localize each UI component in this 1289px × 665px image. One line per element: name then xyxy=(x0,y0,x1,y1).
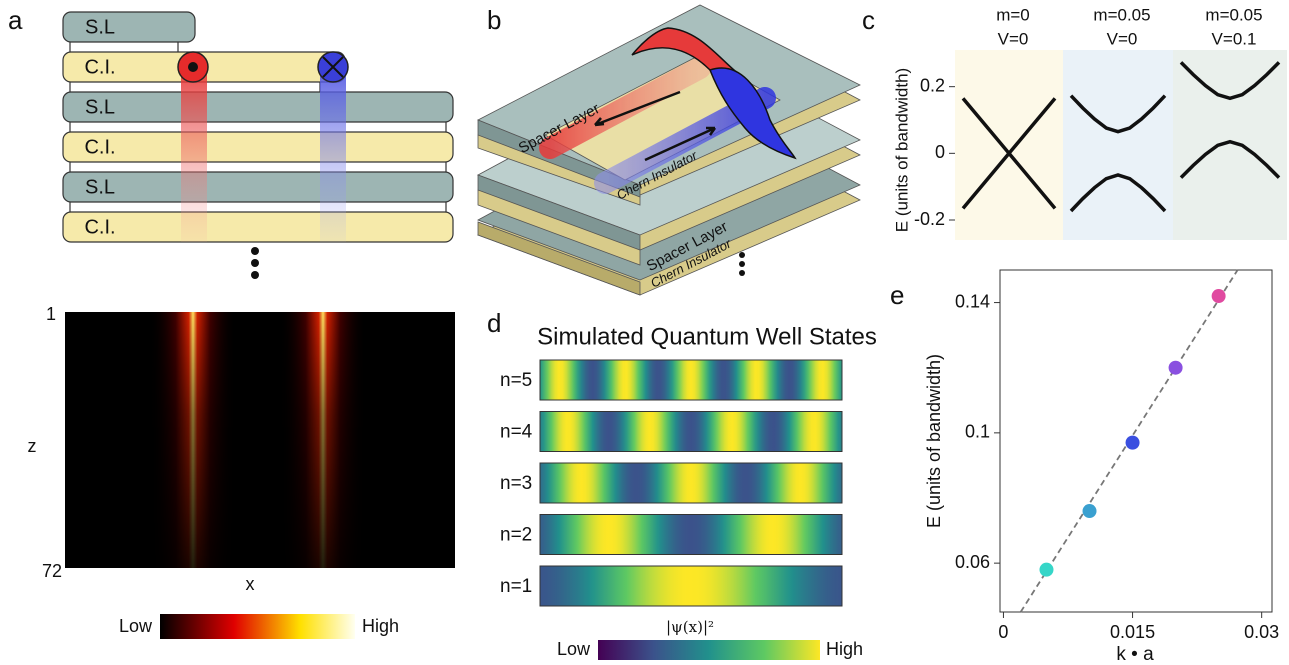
z-axis-label: z xyxy=(28,436,37,456)
band xyxy=(1179,61,1281,101)
panel-background xyxy=(1063,50,1173,240)
data-point xyxy=(1168,360,1183,375)
colorbar-high: High xyxy=(826,639,863,659)
x-axis-label: k • a xyxy=(1116,644,1154,665)
panel-label: b xyxy=(487,5,501,35)
colorbar-high: High xyxy=(362,616,399,636)
state-label: n=4 xyxy=(500,422,533,443)
data-point xyxy=(1039,562,1054,577)
panel-header: m=0.05 xyxy=(1093,5,1150,24)
ellipsis xyxy=(251,247,259,279)
band xyxy=(1069,94,1167,134)
edge-state-tube xyxy=(539,57,711,159)
ellipsis xyxy=(739,252,745,276)
layer-label: S.L xyxy=(85,16,115,38)
plot-frame xyxy=(999,269,1273,613)
colorbar-label: |ψ(x)|² xyxy=(666,618,714,636)
y-tick-label: 0.1 xyxy=(965,422,990,442)
data-point xyxy=(1211,289,1226,304)
colorbar xyxy=(160,614,355,639)
state-label: n=1 xyxy=(500,576,532,597)
layer-label: C.I. xyxy=(84,56,115,78)
panel-header: V=0 xyxy=(998,29,1029,48)
panel-title: Simulated Quantum Well States xyxy=(537,323,877,350)
y-tick-label: 0.14 xyxy=(955,291,990,311)
layer-stack xyxy=(62,11,454,243)
band xyxy=(1179,139,1281,179)
y-axis-label: E (units of bandwidth) xyxy=(924,354,944,528)
z-tick-label: 72 xyxy=(42,561,62,581)
data-point xyxy=(1125,435,1140,450)
state-bar xyxy=(539,411,843,452)
layer-label: C.I. xyxy=(84,136,115,158)
state-bar xyxy=(539,359,843,401)
colorbar xyxy=(598,640,820,660)
colorbar-low: Low xyxy=(119,616,153,636)
panel-label: c xyxy=(862,5,875,35)
current-out-dot xyxy=(188,62,198,72)
panel-header: m=0.05 xyxy=(1205,5,1262,24)
state-bar xyxy=(539,462,843,504)
x-axis-label: x xyxy=(246,574,255,594)
state-bar xyxy=(539,565,843,607)
layer-label: S.L xyxy=(85,96,115,118)
panel-background xyxy=(1173,50,1287,240)
panel-label: d xyxy=(487,308,501,338)
y-tick-label: 0.06 xyxy=(955,552,990,572)
z-tick-label: 1 xyxy=(46,304,56,324)
data-point xyxy=(1082,504,1097,519)
panel-header: V=0.1 xyxy=(1212,29,1257,48)
arrow xyxy=(594,90,681,127)
wavefunction-blue xyxy=(709,67,797,160)
edge-state-column xyxy=(320,67,346,242)
y-tick-label: 0 xyxy=(935,142,945,162)
layer-label: C.I. xyxy=(84,216,115,238)
state-label: n=3 xyxy=(500,473,532,494)
layer-label: S.L xyxy=(85,176,115,198)
arrow xyxy=(644,126,717,162)
current-in-cross xyxy=(322,56,344,78)
heatmap-glow xyxy=(150,312,366,568)
panel-header: V=0 xyxy=(1107,29,1138,48)
edge-state-column xyxy=(181,67,207,242)
state-label: n=2 xyxy=(500,525,532,546)
y-tick-label: 0.2 xyxy=(920,75,945,95)
panel-label: e xyxy=(890,280,904,310)
x-tick-label: 0.03 xyxy=(1244,622,1279,642)
band xyxy=(961,150,1057,210)
state-label: n=5 xyxy=(500,370,532,391)
y-axis-label: E (units of bandwidth) xyxy=(892,68,911,232)
panel-background xyxy=(955,50,1063,240)
colorbar-low: Low xyxy=(557,639,591,659)
panel-header: m=0 xyxy=(996,5,1030,24)
x-tick-label: 0.015 xyxy=(1110,622,1155,642)
band xyxy=(1069,173,1167,213)
state-bar xyxy=(539,514,843,555)
y-tick-label: -0.2 xyxy=(914,209,945,229)
panel-label: a xyxy=(8,5,23,35)
x-tick-label: 0 xyxy=(998,622,1008,642)
heatmap xyxy=(65,312,455,568)
